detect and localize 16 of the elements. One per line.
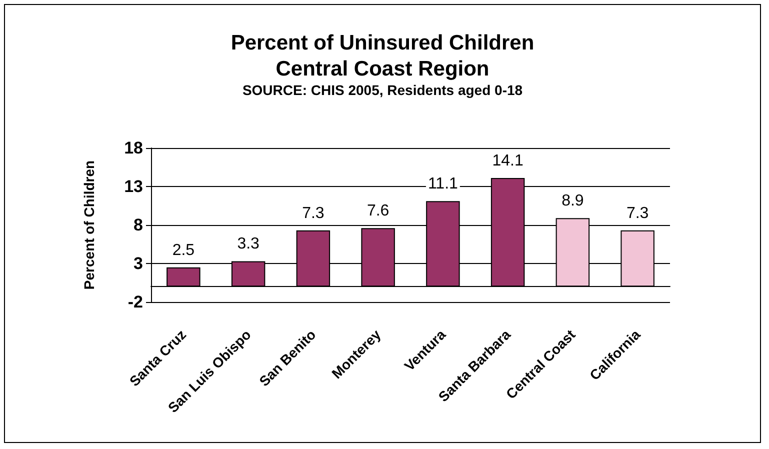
chart-title: Percent of Uninsured Children Central Coast Region [230, 32, 534, 80]
data-label: 14.1 [492, 152, 524, 170]
data-label: 3.3 [237, 236, 260, 253]
data-label: 7.3 [626, 204, 649, 222]
data-label: 8.9 [562, 192, 584, 210]
data-label: 7.6 [366, 202, 390, 220]
y-tick-label: 18 [124, 138, 143, 158]
data-label: 2.5 [172, 242, 195, 259]
data-label: 11.1 [428, 176, 458, 193]
y-axis-title: Percent of Children [81, 160, 97, 290]
chart-subtitle: SOURCE: CHIS 2005, Residents aged 0-18 [242, 82, 523, 98]
y-tick-label: -2 [128, 292, 143, 312]
y-tick-label: 13 [124, 177, 143, 196]
data-label: 7.3 [302, 204, 324, 222]
y-tick-label: 3 [134, 254, 143, 273]
y-tick-label: 8 [134, 216, 143, 234]
